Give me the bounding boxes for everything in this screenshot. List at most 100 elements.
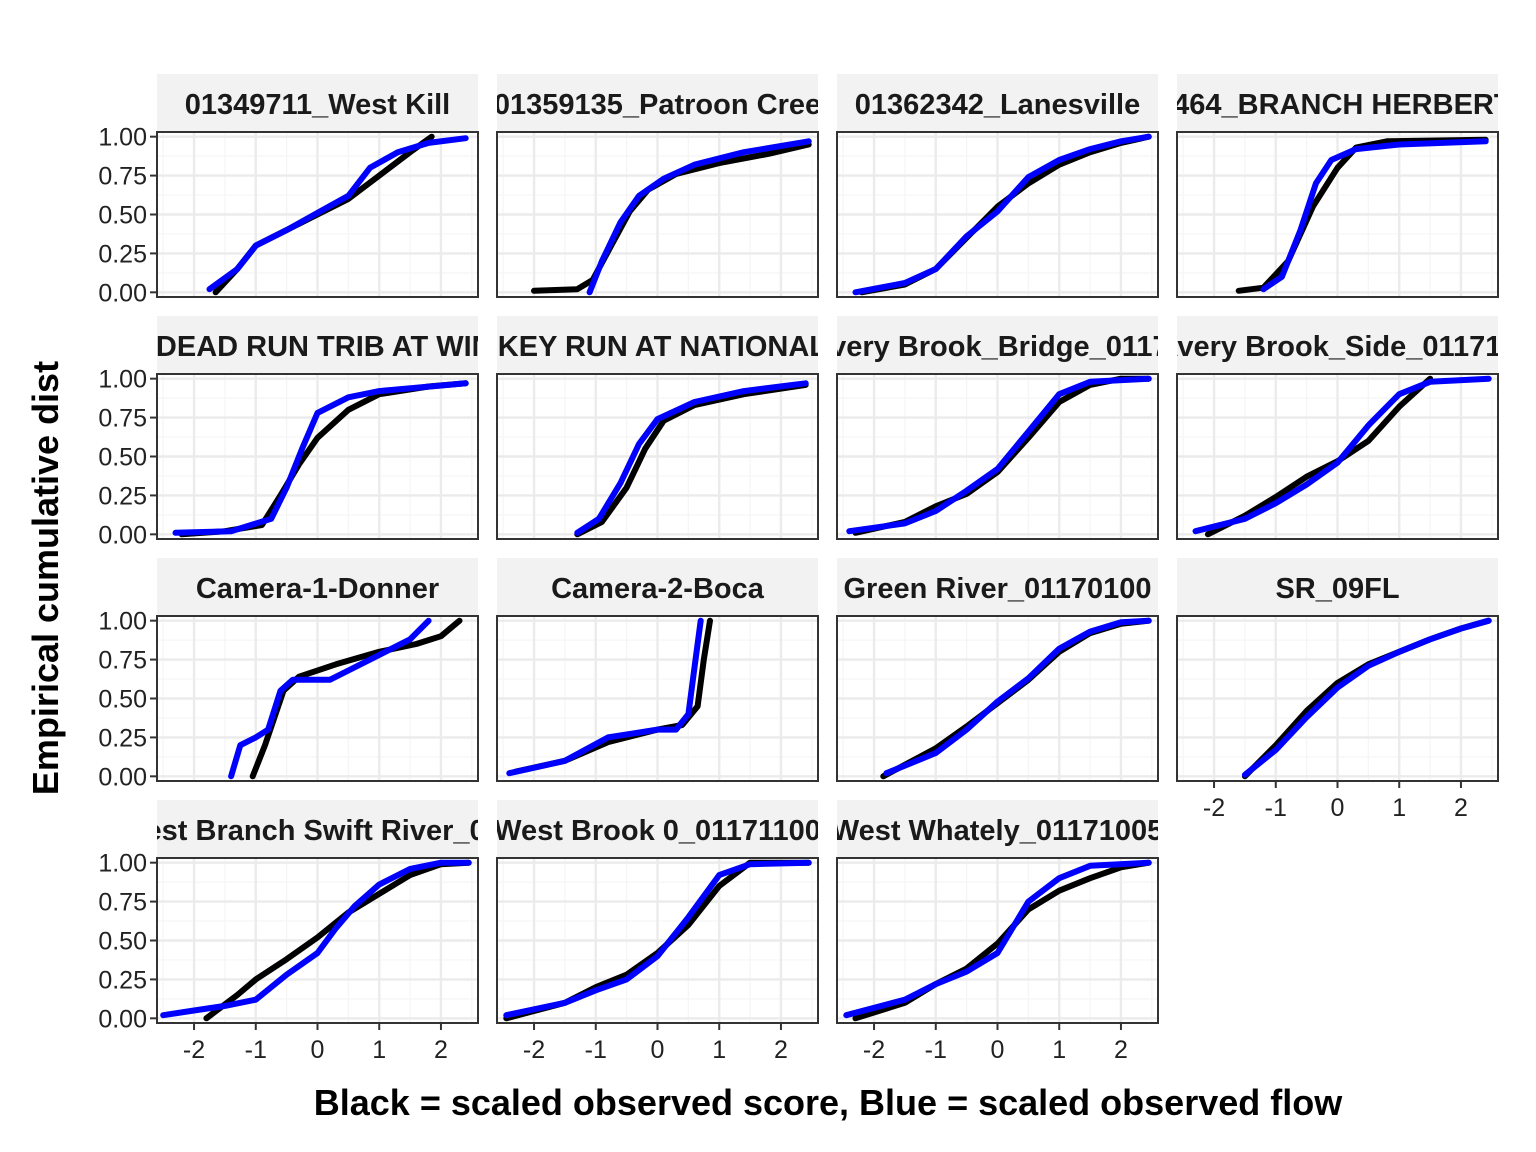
facet-panel: Avery Brook_Bridge_01171 <box>810 316 1185 540</box>
x-tick-label: 1 <box>1052 1036 1066 1064</box>
facet-strip-label: SR_09FL <box>1275 573 1399 605</box>
facet-panel: SR_09FL -2 -1 0 1 2 <box>1176 558 1499 822</box>
y-tick-label: 0.50 <box>98 444 147 472</box>
grid-lines <box>157 132 478 297</box>
facet-panel: 01649500_TURKEY RUN AT NATIONAL ARBORETU… <box>293 316 1022 540</box>
facet-panel: 01362342_Lanesville <box>836 74 1159 298</box>
panel-border <box>496 373 819 540</box>
grid-lines <box>1177 374 1498 539</box>
x-tick-label: 0 <box>311 1036 325 1064</box>
grid-lines <box>497 616 818 781</box>
facet-strip-label: 01349711_West Kill <box>185 89 451 121</box>
facet-strip-label: West Whately_01171005 <box>832 815 1164 847</box>
flow-series-line <box>846 375 1152 535</box>
y-tick-label: 0.75 <box>98 889 147 917</box>
grid-lines <box>837 374 1158 539</box>
facet-strip <box>497 74 818 132</box>
grid-lines <box>1177 616 1498 781</box>
x-tick-label: -2 <box>183 1036 205 1064</box>
flow-series-line <box>1241 617 1492 778</box>
grid-lines <box>157 374 478 539</box>
flow-series-line <box>206 135 469 293</box>
flow-series-line <box>1260 138 1489 293</box>
flow-series-line <box>506 617 704 777</box>
x-tick-label: -1 <box>585 1036 607 1064</box>
facet-panel: 01349711_West Kill 0.00 0.25 0.50 0.75 1.00 <box>98 74 479 307</box>
y-tick-label: 0.00 <box>98 763 147 791</box>
facet-strip-label: West Branch Swift River_011 <box>119 815 517 847</box>
flow-series-line <box>843 859 1152 1019</box>
y-tick-label: 0.00 <box>98 279 147 307</box>
y-tick-label: 1.00 <box>98 850 147 878</box>
y-axis-title: Empirical cumulative dist <box>25 361 66 795</box>
facet-strip <box>497 558 818 616</box>
grid-lines <box>157 616 478 781</box>
grid-lines <box>837 858 1158 1023</box>
x-tick-label: 1 <box>372 1036 386 1064</box>
x-tick-label: 2 <box>1114 1036 1128 1064</box>
flow-series-line <box>503 859 812 1019</box>
facet-strip <box>837 800 1158 858</box>
facet-strip <box>157 316 478 374</box>
panel-border <box>836 373 1159 540</box>
flow-series-line <box>852 133 1152 296</box>
score-series-line <box>574 381 809 538</box>
x-tick-label: 2 <box>1454 794 1468 822</box>
facet-strip <box>157 800 478 858</box>
panel-border <box>836 615 1159 782</box>
x-tick-label: -1 <box>245 1036 267 1064</box>
y-tick-label: 0.50 <box>98 928 147 956</box>
facet-panel: 01589500_DEAD RUN TRIB AT WINDY HILLS 0.0… <box>11 316 624 549</box>
panel-border <box>1176 131 1499 298</box>
facet-strip <box>157 558 478 616</box>
grid-lines <box>497 132 818 297</box>
facet-strip <box>497 316 818 374</box>
y-tick-label: 1.00 <box>98 124 147 152</box>
y-tick-label: 1.00 <box>98 366 147 394</box>
facet-strip-label: Avery Brook_Side_011710 <box>1157 331 1517 363</box>
facet-panel: 01589464_BRANCH HERBERT RUN <box>1093 74 1536 298</box>
facet-strip <box>837 558 1158 616</box>
facet-strip <box>1177 316 1498 374</box>
y-tick-label: 0.50 <box>98 686 147 714</box>
x-tick-label: 1 <box>712 1036 726 1064</box>
facet-strip-label: Camera-1-Donner <box>196 573 439 605</box>
facet-strip <box>157 74 478 132</box>
x-tick-label: -1 <box>1265 794 1287 822</box>
facet-strip <box>837 74 1158 132</box>
x-tick-label: 2 <box>434 1036 448 1064</box>
facet-strip-label: 01589500_DEAD RUN TRIB AT WINDY HILLS <box>11 331 624 363</box>
y-tick-label: 0.25 <box>98 240 147 268</box>
facet-strip <box>497 800 818 858</box>
facet-strip <box>837 316 1158 374</box>
x-axis-title: Black = scaled observed score, Blue = sc… <box>314 1082 1343 1123</box>
x-tick-label: -1 <box>925 1036 947 1064</box>
x-tick-label: 1 <box>1392 794 1406 822</box>
facet-strip-label: Avery Brook_Bridge_01171 <box>810 331 1185 363</box>
facet-strip-label: West Brook 0_01171100 <box>494 815 821 847</box>
panel-border <box>836 131 1159 298</box>
facet-strip-label: 01589464_BRANCH HERBERT RUN <box>1093 89 1536 121</box>
y-tick-label: 0.00 <box>98 521 147 549</box>
panels-layer: 01349711_West Kill0.000.250.500.751.0001… <box>11 74 1536 1064</box>
facet-panel: Green River_01170100 <box>836 558 1159 782</box>
x-tick-label: -2 <box>1203 794 1225 822</box>
flow-series-line <box>883 617 1152 777</box>
x-tick-label: 0 <box>651 1036 665 1064</box>
grid-lines <box>837 132 1158 297</box>
x-tick-label: 2 <box>774 1036 788 1064</box>
y-tick-label: 0.00 <box>98 1005 147 1033</box>
facet-panel: Avery Brook_Side_011710 <box>1157 316 1517 540</box>
facet-strip-label: Green River_01170100 <box>844 573 1152 605</box>
x-tick-label: 0 <box>1331 794 1345 822</box>
flow-series-line <box>228 617 432 780</box>
facet-strip-label: 01649500_TURKEY RUN AT NATIONAL ARBORETU… <box>293 331 1022 363</box>
y-tick-label: 0.50 <box>98 202 147 230</box>
y-tick-label: 0.25 <box>98 724 147 752</box>
x-tick-label: 0 <box>991 1036 1005 1064</box>
x-tick-label: -2 <box>523 1036 545 1064</box>
flow-series-line <box>160 859 472 1019</box>
flow-series-line <box>586 138 812 296</box>
flow-series-line <box>574 380 809 536</box>
